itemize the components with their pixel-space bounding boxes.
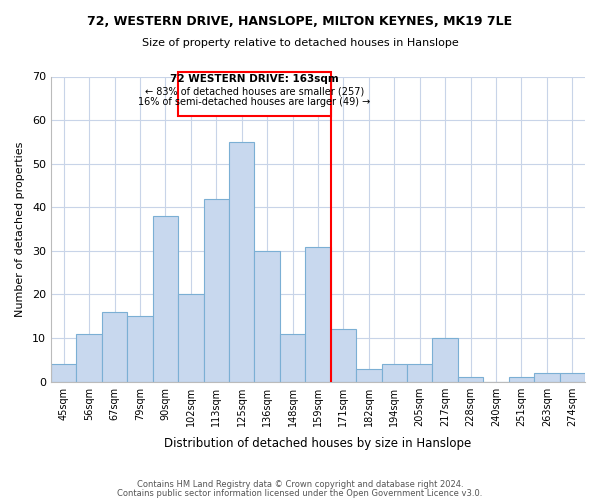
Bar <box>458 378 483 382</box>
Bar <box>305 246 331 382</box>
FancyBboxPatch shape <box>178 72 331 116</box>
Bar <box>407 364 433 382</box>
Text: Contains public sector information licensed under the Open Government Licence v3: Contains public sector information licen… <box>118 489 482 498</box>
Bar <box>51 364 76 382</box>
Text: Contains HM Land Registry data © Crown copyright and database right 2024.: Contains HM Land Registry data © Crown c… <box>137 480 463 489</box>
Y-axis label: Number of detached properties: Number of detached properties <box>15 142 25 317</box>
Bar <box>433 338 458 382</box>
Bar <box>152 216 178 382</box>
X-axis label: Distribution of detached houses by size in Hanslope: Distribution of detached houses by size … <box>164 437 472 450</box>
Bar <box>382 364 407 382</box>
Bar <box>178 294 203 382</box>
Text: ← 83% of detached houses are smaller (257): ← 83% of detached houses are smaller (25… <box>145 86 364 96</box>
Bar <box>229 142 254 382</box>
Bar <box>76 334 102 382</box>
Bar <box>560 373 585 382</box>
Text: 16% of semi-detached houses are larger (49) →: 16% of semi-detached houses are larger (… <box>138 98 371 108</box>
Bar <box>331 330 356 382</box>
Text: 72, WESTERN DRIVE, HANSLOPE, MILTON KEYNES, MK19 7LE: 72, WESTERN DRIVE, HANSLOPE, MILTON KEYN… <box>88 15 512 28</box>
Bar <box>203 198 229 382</box>
Text: Size of property relative to detached houses in Hanslope: Size of property relative to detached ho… <box>142 38 458 48</box>
Bar <box>254 251 280 382</box>
Bar <box>356 368 382 382</box>
Bar <box>127 316 152 382</box>
Bar <box>509 378 534 382</box>
Bar <box>280 334 305 382</box>
Bar <box>534 373 560 382</box>
Text: 72 WESTERN DRIVE: 163sqm: 72 WESTERN DRIVE: 163sqm <box>170 74 339 85</box>
Bar <box>102 312 127 382</box>
